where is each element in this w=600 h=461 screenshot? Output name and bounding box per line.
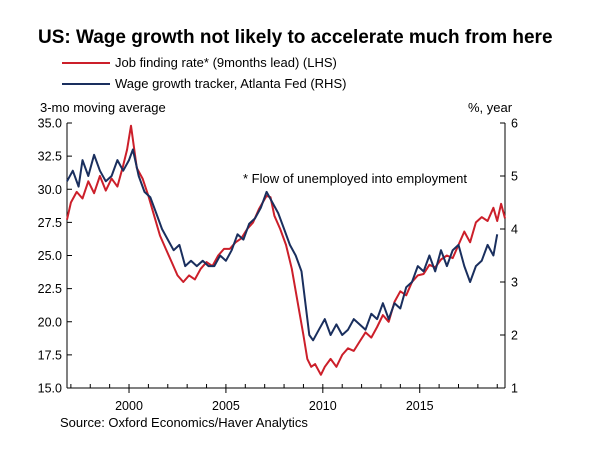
left-tick-label: 22.5 <box>38 282 62 296</box>
legend-label-job-finding: Job finding rate* (9months lead) (LHS) <box>115 55 337 70</box>
right-axis-label: %, year <box>468 100 513 115</box>
left-tick-label: 17.5 <box>38 348 62 362</box>
x-tick-label: 2000 <box>115 399 143 413</box>
right-tick-label: 2 <box>511 329 518 343</box>
right-tick-label: 6 <box>511 117 518 131</box>
left-tick-label: 30.0 <box>38 183 62 197</box>
legend-label-wage-tracker: Wage growth tracker, Atlanta Fed (RHS) <box>115 76 346 91</box>
legend: Job finding rate* (9months lead) (LHS) W… <box>62 55 346 91</box>
left-tick-label: 20.0 <box>38 315 62 329</box>
right-tick-label: 1 <box>511 382 518 396</box>
left-tick-label: 15.0 <box>38 382 62 396</box>
x-tick-label: 2015 <box>406 399 434 413</box>
axis-ticks: 15.0 17.5 20.0 22.5 25.0 27.5 30.0 32.5 35.0 1 2 3 4… <box>38 117 518 414</box>
left-tick-label: 35.0 <box>38 117 62 131</box>
x-tick-label: 2005 <box>212 399 240 413</box>
right-tick-label: 5 <box>511 170 518 184</box>
footnote: * Flow of unemployed into employment <box>243 171 467 186</box>
left-tick-label: 25.0 <box>38 249 62 263</box>
left-axis-label: 3-mo moving average <box>40 100 166 115</box>
source-note: Source: Oxford Economics/Haver Analytics <box>60 415 308 430</box>
chart-title: US: Wage growth not likely to accelerate… <box>38 27 553 48</box>
right-tick-label: 4 <box>511 223 518 237</box>
x-tick-label: 2010 <box>309 399 337 413</box>
left-tick-label: 27.5 <box>38 216 62 230</box>
right-tick-label: 3 <box>511 276 518 290</box>
left-tick-label: 32.5 <box>38 150 62 164</box>
series-line-wage-tracker <box>66 148 499 342</box>
series-line-job-finding <box>66 124 506 376</box>
series-lines <box>66 124 506 376</box>
